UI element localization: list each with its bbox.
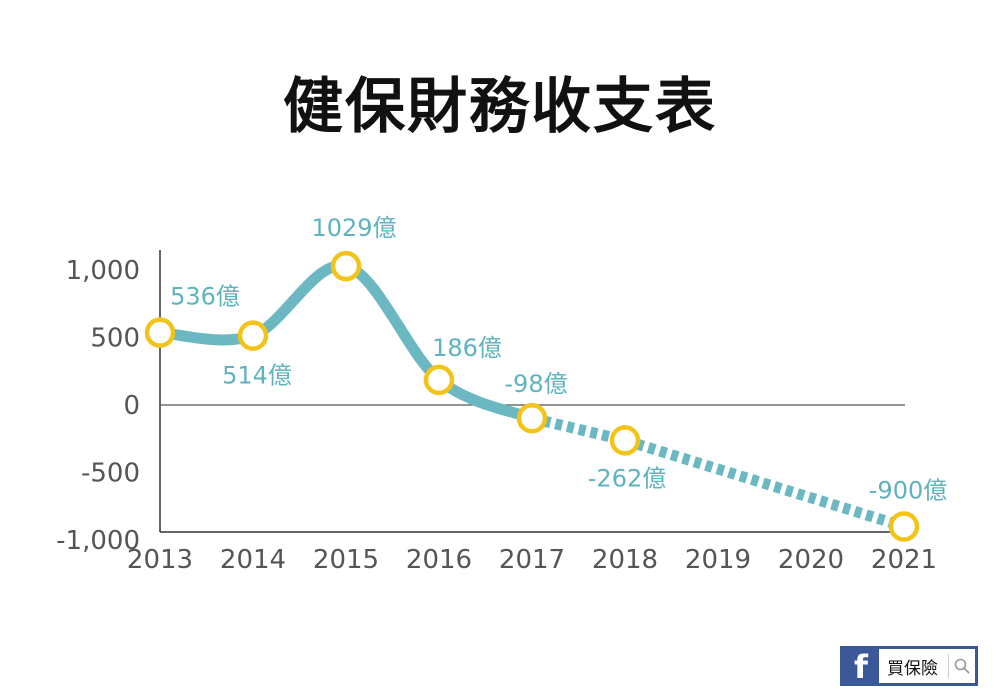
- data-label: 514億: [222, 362, 292, 390]
- data-point: [423, 364, 455, 396]
- x-tick-label: 2019: [685, 545, 751, 575]
- data-point: [609, 425, 641, 456]
- chart-title: 健保財務收支表: [283, 72, 717, 142]
- y-tick-label: -500: [81, 459, 140, 489]
- data-label: -262億: [588, 464, 666, 492]
- chart-data-labels: 536億 514億 1029億 186億-98億 -262億 -900億: [170, 214, 947, 504]
- y-tick-label: 1,000: [66, 256, 140, 286]
- data-label: -98億: [504, 370, 567, 398]
- data-point: [144, 317, 176, 348]
- data-label: 536億: [170, 283, 240, 311]
- data-label: -900億: [869, 477, 947, 505]
- data-point: [516, 402, 548, 434]
- x-tick-label: 2016: [406, 545, 472, 575]
- chart-points: [144, 250, 920, 542]
- y-tick-label: 0: [123, 391, 140, 421]
- x-tick-label: 2017: [499, 545, 565, 575]
- x-tick-label: 2021: [871, 545, 937, 575]
- data-label: 1029億: [311, 214, 396, 242]
- data-point: [237, 320, 269, 351]
- x-tick-label: 2020: [778, 545, 844, 575]
- badge-label: 買保險: [887, 658, 938, 679]
- facebook-logo-icon: f: [843, 649, 879, 683]
- x-tick-label: 2013: [127, 545, 193, 575]
- data-point: [330, 250, 362, 282]
- facebook-page-badge[interactable]: f 買保險: [840, 646, 978, 686]
- y-tick-label: 500: [90, 324, 140, 354]
- x-tick-label: 2018: [592, 545, 658, 575]
- data-label: 186億: [432, 334, 502, 362]
- x-tick-label: 2014: [220, 545, 286, 575]
- series-line-projected: [530, 412, 906, 532]
- y-tick-label: -1,000: [56, 526, 140, 556]
- data-point: [888, 511, 920, 542]
- search-icon[interactable]: [948, 654, 975, 678]
- x-tick-label: 2015: [313, 545, 379, 575]
